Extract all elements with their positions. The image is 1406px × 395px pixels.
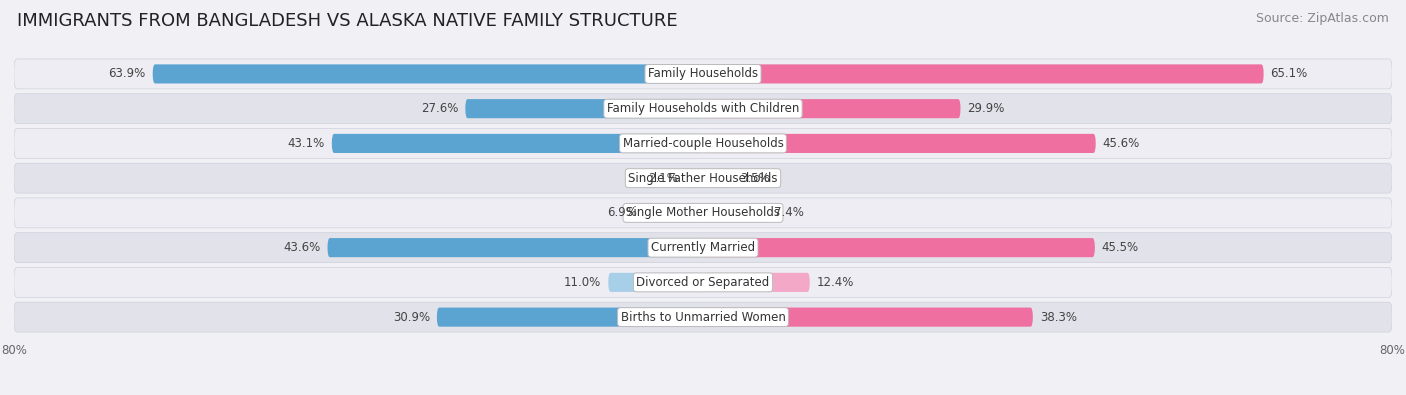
FancyBboxPatch shape <box>14 233 1392 263</box>
Text: 43.1%: 43.1% <box>288 137 325 150</box>
FancyBboxPatch shape <box>153 64 703 83</box>
Text: 3.5%: 3.5% <box>740 172 769 184</box>
FancyBboxPatch shape <box>328 238 703 257</box>
Text: 12.4%: 12.4% <box>817 276 853 289</box>
FancyBboxPatch shape <box>465 99 703 118</box>
Text: 45.6%: 45.6% <box>1102 137 1140 150</box>
Text: 11.0%: 11.0% <box>564 276 602 289</box>
Text: Source: ZipAtlas.com: Source: ZipAtlas.com <box>1256 12 1389 25</box>
Text: 45.5%: 45.5% <box>1102 241 1139 254</box>
FancyBboxPatch shape <box>14 267 1392 297</box>
Text: 27.6%: 27.6% <box>420 102 458 115</box>
FancyBboxPatch shape <box>14 198 1392 228</box>
Text: Single Mother Households: Single Mother Households <box>626 207 780 219</box>
Text: 6.9%: 6.9% <box>607 207 637 219</box>
Text: 29.9%: 29.9% <box>967 102 1005 115</box>
FancyBboxPatch shape <box>703 203 766 222</box>
FancyBboxPatch shape <box>14 94 1392 124</box>
FancyBboxPatch shape <box>437 308 703 327</box>
Text: 43.6%: 43.6% <box>284 241 321 254</box>
Text: Family Households with Children: Family Households with Children <box>607 102 799 115</box>
FancyBboxPatch shape <box>644 203 703 222</box>
FancyBboxPatch shape <box>703 99 960 118</box>
FancyBboxPatch shape <box>685 169 703 188</box>
Text: 2.1%: 2.1% <box>648 172 678 184</box>
Text: 38.3%: 38.3% <box>1039 310 1077 324</box>
Text: IMMIGRANTS FROM BANGLADESH VS ALASKA NATIVE FAMILY STRUCTURE: IMMIGRANTS FROM BANGLADESH VS ALASKA NAT… <box>17 12 678 30</box>
FancyBboxPatch shape <box>14 302 1392 332</box>
Text: 65.1%: 65.1% <box>1271 68 1308 81</box>
FancyBboxPatch shape <box>703 64 1264 83</box>
FancyBboxPatch shape <box>703 308 1033 327</box>
FancyBboxPatch shape <box>703 238 1095 257</box>
FancyBboxPatch shape <box>332 134 703 153</box>
Text: Currently Married: Currently Married <box>651 241 755 254</box>
Text: Divorced or Separated: Divorced or Separated <box>637 276 769 289</box>
FancyBboxPatch shape <box>14 128 1392 158</box>
FancyBboxPatch shape <box>14 59 1392 89</box>
FancyBboxPatch shape <box>703 169 733 188</box>
Text: Births to Unmarried Women: Births to Unmarried Women <box>620 310 786 324</box>
Text: Married-couple Households: Married-couple Households <box>623 137 783 150</box>
FancyBboxPatch shape <box>14 163 1392 193</box>
Text: 63.9%: 63.9% <box>108 68 146 81</box>
FancyBboxPatch shape <box>703 273 810 292</box>
Text: Single Father Households: Single Father Households <box>628 172 778 184</box>
Text: Family Households: Family Households <box>648 68 758 81</box>
FancyBboxPatch shape <box>609 273 703 292</box>
Text: 30.9%: 30.9% <box>392 310 430 324</box>
Text: 7.4%: 7.4% <box>773 207 803 219</box>
FancyBboxPatch shape <box>703 134 1095 153</box>
